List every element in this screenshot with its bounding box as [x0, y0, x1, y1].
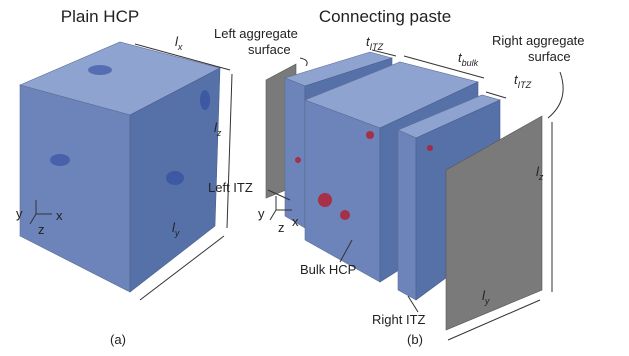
- axis-label: x: [56, 208, 63, 223]
- panel-label: (a): [110, 332, 126, 347]
- leader-line: [548, 72, 563, 118]
- dimension-label: lx: [175, 34, 183, 52]
- figure: Plain HCP lx lz ly y z x (a) Connecting …: [0, 0, 629, 356]
- axis-label: z: [278, 220, 285, 235]
- leader-line: [300, 58, 307, 66]
- panel-label: (b): [407, 332, 423, 347]
- annotation: Right ITZ: [372, 312, 426, 327]
- axis-label: z: [38, 222, 45, 237]
- axis-label: x: [292, 214, 299, 229]
- annotation: Bulk HCP: [300, 262, 356, 277]
- dimension-label: tbulk: [458, 50, 479, 68]
- panel-title: Plain HCP: [61, 7, 139, 26]
- plain-cube: [20, 42, 220, 292]
- panel-title: Connecting paste: [319, 7, 451, 26]
- dimension-label: tITZ: [514, 72, 532, 90]
- axis-label: y: [16, 206, 23, 221]
- dimension-label: tITZ: [366, 34, 384, 52]
- annotation: Left ITZ: [208, 180, 253, 195]
- dimension-line: [227, 74, 232, 228]
- axis-label: y: [258, 206, 265, 221]
